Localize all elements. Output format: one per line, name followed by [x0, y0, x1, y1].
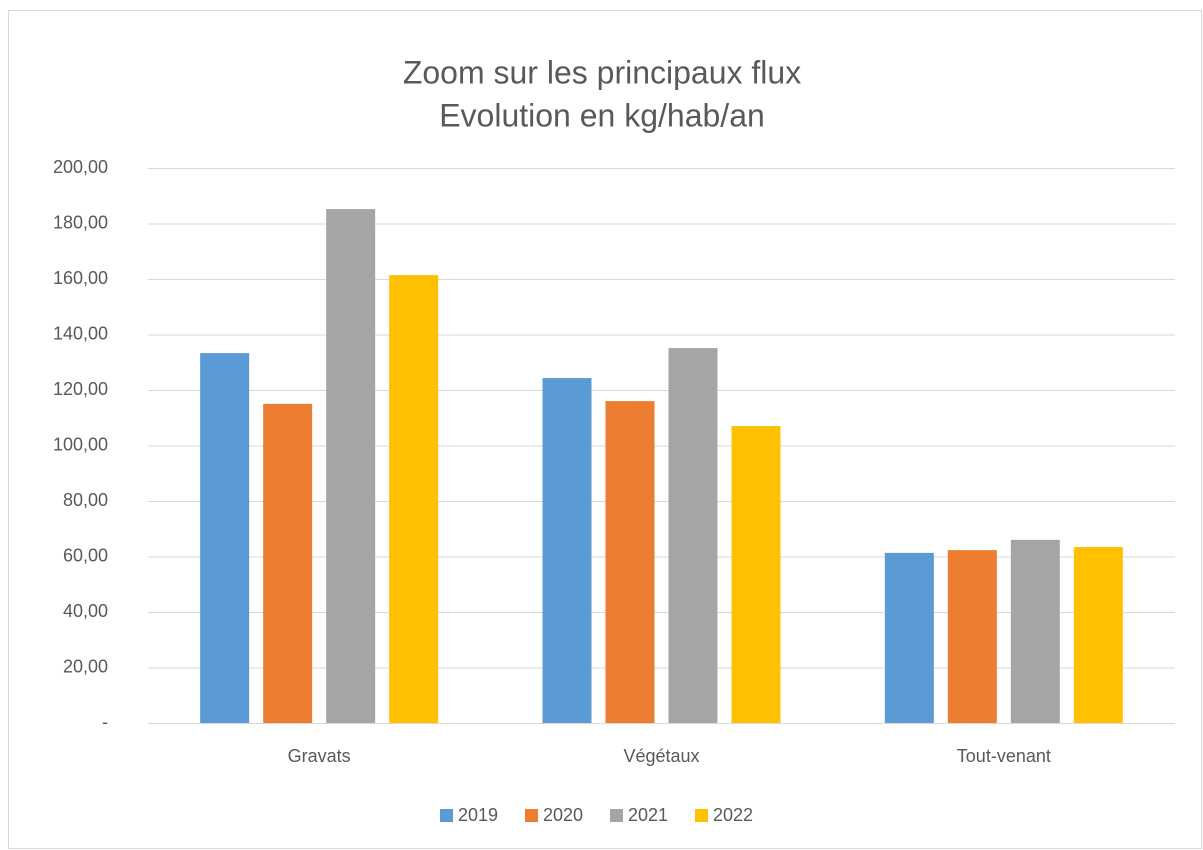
- bar: [668, 348, 718, 723]
- bar: [947, 550, 997, 723]
- legend-label: 2022: [713, 805, 753, 825]
- bar: [731, 426, 781, 723]
- bar: [200, 353, 250, 723]
- bar: [1010, 539, 1060, 723]
- y-tick-label: -: [102, 712, 108, 732]
- y-tick-label: 80,00: [63, 490, 108, 510]
- legend-label: 2021: [628, 805, 668, 825]
- y-tick-label: 160,00: [53, 268, 108, 288]
- legend-swatch: [695, 809, 708, 822]
- y-tick-label: 20,00: [63, 656, 108, 676]
- bar: [884, 552, 934, 723]
- bar: [1073, 547, 1123, 723]
- y-tick-label: 100,00: [53, 434, 108, 454]
- x-tick-label: Tout-venant: [957, 746, 1051, 766]
- bar: [263, 403, 313, 723]
- bar: [326, 209, 376, 723]
- bar: [542, 378, 592, 723]
- chart-title: Zoom sur les principaux flux: [403, 54, 801, 90]
- legend-swatch: [440, 809, 453, 822]
- y-tick-label: 60,00: [63, 545, 108, 565]
- legend-label: 2020: [543, 805, 583, 825]
- y-tick-label: 140,00: [53, 323, 108, 343]
- bar: [389, 275, 439, 723]
- x-tick-label: Végétaux: [623, 746, 699, 766]
- chart-subtitle: Evolution en kg/hab/an: [439, 97, 765, 133]
- legend-swatch: [525, 809, 538, 822]
- y-tick-label: 200,00: [53, 157, 108, 177]
- y-tick-label: 180,00: [53, 212, 108, 232]
- legend-swatch: [610, 809, 623, 822]
- y-tick-label: 40,00: [63, 601, 108, 621]
- legend-label: 2019: [458, 805, 498, 825]
- x-tick-label: Gravats: [288, 746, 351, 766]
- y-tick-label: 120,00: [53, 379, 108, 399]
- bar: [605, 401, 655, 723]
